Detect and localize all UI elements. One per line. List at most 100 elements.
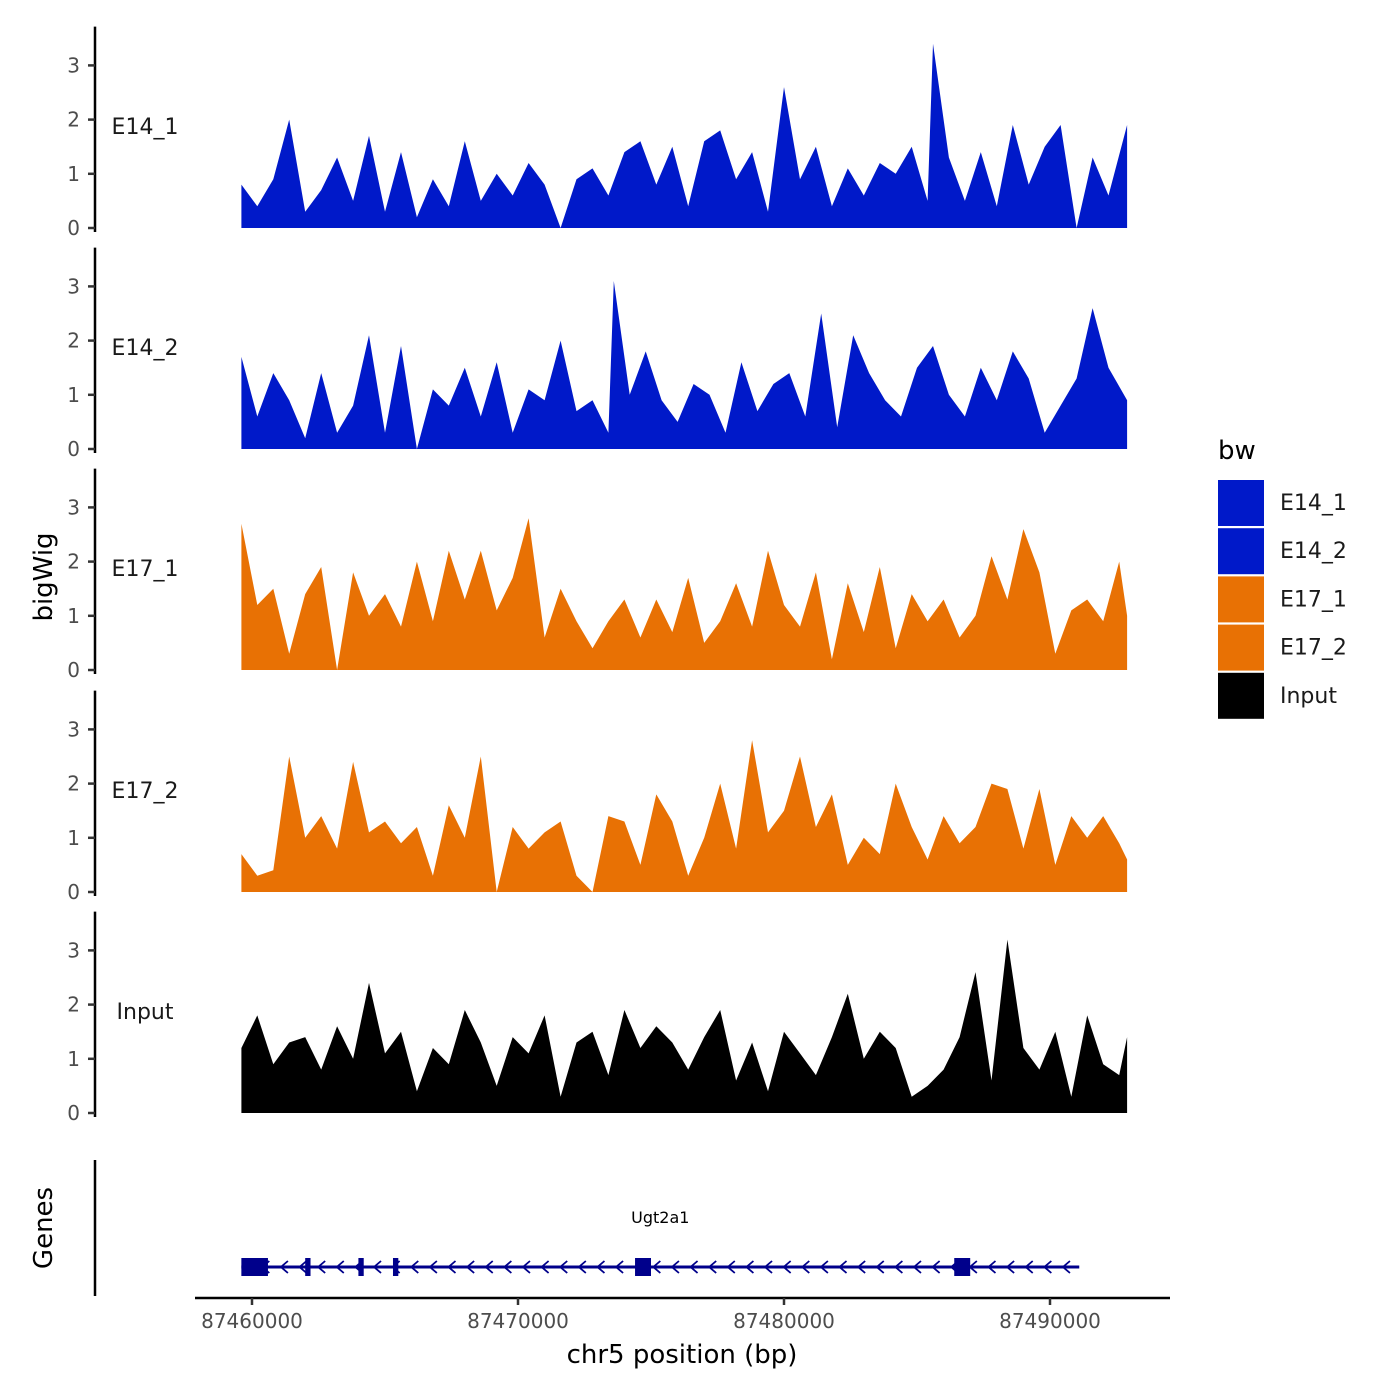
- strand-arrow: [838, 1260, 848, 1274]
- strand-arrow: [298, 1260, 308, 1274]
- y-tick-label-E14_2-1: 1: [67, 383, 80, 407]
- legend-key-E17_2: [1218, 624, 1264, 671]
- strand-arrow: [912, 1260, 922, 1274]
- legend-key-E14_2: [1218, 528, 1264, 575]
- x-tick-label-87460000: 87460000: [201, 1309, 303, 1333]
- y-tick-label-E17_1-3: 3: [67, 495, 80, 519]
- y-tick-label-E17_2-2: 2: [67, 772, 80, 796]
- exon-5: [635, 1258, 651, 1276]
- legend-label-Input: Input: [1280, 684, 1337, 709]
- strand-arrow: [409, 1260, 419, 1274]
- gene-track-title: Genes: [29, 1187, 59, 1269]
- y-tick-label-Input-1: 1: [67, 1047, 80, 1071]
- y-tick-label-E14_1-3: 3: [67, 53, 80, 77]
- signal-area-E17_1: [241, 518, 1128, 670]
- y-tick-label-E14_2-2: 2: [67, 329, 80, 353]
- y-tick-label-E14_2-0: 0: [67, 437, 80, 461]
- strand-arrow: [856, 1260, 866, 1274]
- y-axis-title: bigWig: [29, 532, 59, 621]
- exon-6: [954, 1258, 971, 1276]
- strand-arrow: [1005, 1260, 1015, 1274]
- strand-arrow: [1042, 1260, 1052, 1274]
- signal-area-Input: [241, 939, 1128, 1113]
- track-label-E14_2: E14_2: [112, 336, 179, 361]
- exon-1: [241, 1258, 268, 1276]
- strand-arrow: [1061, 1260, 1071, 1274]
- y-tick-label-E17_2-3: 3: [67, 717, 80, 741]
- gene-label: Ugt2a1: [631, 1208, 689, 1227]
- track-E14_1: 0 1 2 3 E14_1: [67, 26, 1128, 240]
- strand-arrow: [987, 1260, 997, 1274]
- y-tick-label-E17_2-1: 1: [67, 826, 80, 850]
- y-tick-label-Input-3: 3: [67, 938, 80, 962]
- legend-title: bw: [1218, 436, 1256, 466]
- track-E17_1: 0 1 2 3 E17_1: [67, 468, 1128, 682]
- y-tick-label-E17_1-0: 0: [67, 658, 80, 682]
- legend-label-E14_1: E14_1: [1280, 491, 1347, 516]
- strand-arrow: [875, 1260, 885, 1274]
- strand-arrow: [614, 1260, 624, 1274]
- strand-arrow: [335, 1260, 345, 1274]
- x-axis-ticks: 87460000 87470000 87480000 87490000: [201, 1298, 1101, 1333]
- strand-arrow: [782, 1260, 792, 1274]
- signal-tracks: 0 1 2 3 E14_1 0 1 2 3 E14_2 0 1 2 3 E17_1 0 1 2 3 E17_2 0 1 2 3…: [67, 26, 1128, 1125]
- signal-area-E14_2: [241, 281, 1128, 449]
- gene-model: [241, 1258, 1080, 1276]
- y-tick-label-E14_1-2: 2: [67, 108, 80, 132]
- legend-key-Input: [1218, 672, 1264, 719]
- x-tick-label-87480000: 87480000: [733, 1309, 835, 1333]
- strand-arrow: [763, 1260, 773, 1274]
- signal-area-E14_1: [241, 43, 1128, 229]
- strand-arrow: [577, 1260, 587, 1274]
- strand-arrow: [316, 1260, 326, 1274]
- strand-arrow: [484, 1260, 494, 1274]
- legend-key-E17_1: [1218, 576, 1264, 623]
- legend-key-E14_1: [1218, 480, 1264, 526]
- legend: bw E14_1 E14_2 E17_1 E17_2 Input: [1218, 436, 1347, 719]
- track-label-E14_1: E14_1: [112, 115, 179, 140]
- strand-arrow: [540, 1260, 550, 1274]
- track-label-E17_2: E17_2: [112, 779, 179, 804]
- strand-arrow: [558, 1260, 568, 1274]
- y-tick-label-E17_2-0: 0: [67, 880, 80, 904]
- y-tick-label-E14_1-0: 0: [67, 216, 80, 240]
- exon-3: [358, 1258, 364, 1276]
- y-tick-label-E14_2-3: 3: [67, 274, 80, 298]
- strand-arrow: [651, 1260, 661, 1274]
- x-tick-label-87490000: 87490000: [999, 1309, 1101, 1333]
- y-tick-label-Input-2: 2: [67, 993, 80, 1017]
- strand-arrow: [931, 1260, 941, 1274]
- x-axis-title: chr5 position (bp): [567, 1340, 798, 1370]
- strand-arrow: [670, 1260, 680, 1274]
- x-tick-label-87470000: 87470000: [467, 1309, 569, 1333]
- signal-area-E17_2: [241, 740, 1128, 892]
- strand-arrow: [893, 1260, 903, 1274]
- exon-2: [305, 1258, 311, 1276]
- track-label-E17_1: E17_1: [112, 557, 179, 582]
- strand-arrow: [521, 1260, 531, 1274]
- y-tick-label-E14_1-1: 1: [67, 162, 80, 186]
- track-label-Input: Input: [117, 1000, 174, 1025]
- strand-arrow: [428, 1260, 438, 1274]
- track-E14_2: 0 1 2 3 E14_2: [67, 247, 1128, 461]
- x-axis: 87460000 87470000 87480000 87490000 chr5 po…: [195, 1296, 1170, 1370]
- strand-arrow: [707, 1260, 717, 1274]
- strand-arrow: [372, 1260, 382, 1274]
- track-E17_2: 0 1 2 3 E17_2: [67, 690, 1128, 904]
- strand-arrow: [502, 1260, 512, 1274]
- strand-arrow: [279, 1260, 289, 1274]
- strand-arrow: [447, 1260, 457, 1274]
- strand-arrow: [745, 1260, 755, 1274]
- strand-arrow: [596, 1260, 606, 1274]
- legend-label-E14_2: E14_2: [1280, 539, 1347, 564]
- y-tick-label-E17_1-1: 1: [67, 604, 80, 628]
- exon-4: [392, 1258, 399, 1276]
- legend-label-E17_2: E17_2: [1280, 636, 1347, 661]
- strand-arrow: [465, 1260, 475, 1274]
- legend-items: E14_1 E14_2 E17_1 E17_2 Input: [1218, 480, 1347, 719]
- y-tick-label-Input-0: 0: [67, 1101, 80, 1125]
- track-Input: 0 1 2 3 Input: [67, 911, 1128, 1125]
- strand-arrow: [1024, 1260, 1034, 1274]
- strand-arrow: [726, 1260, 736, 1274]
